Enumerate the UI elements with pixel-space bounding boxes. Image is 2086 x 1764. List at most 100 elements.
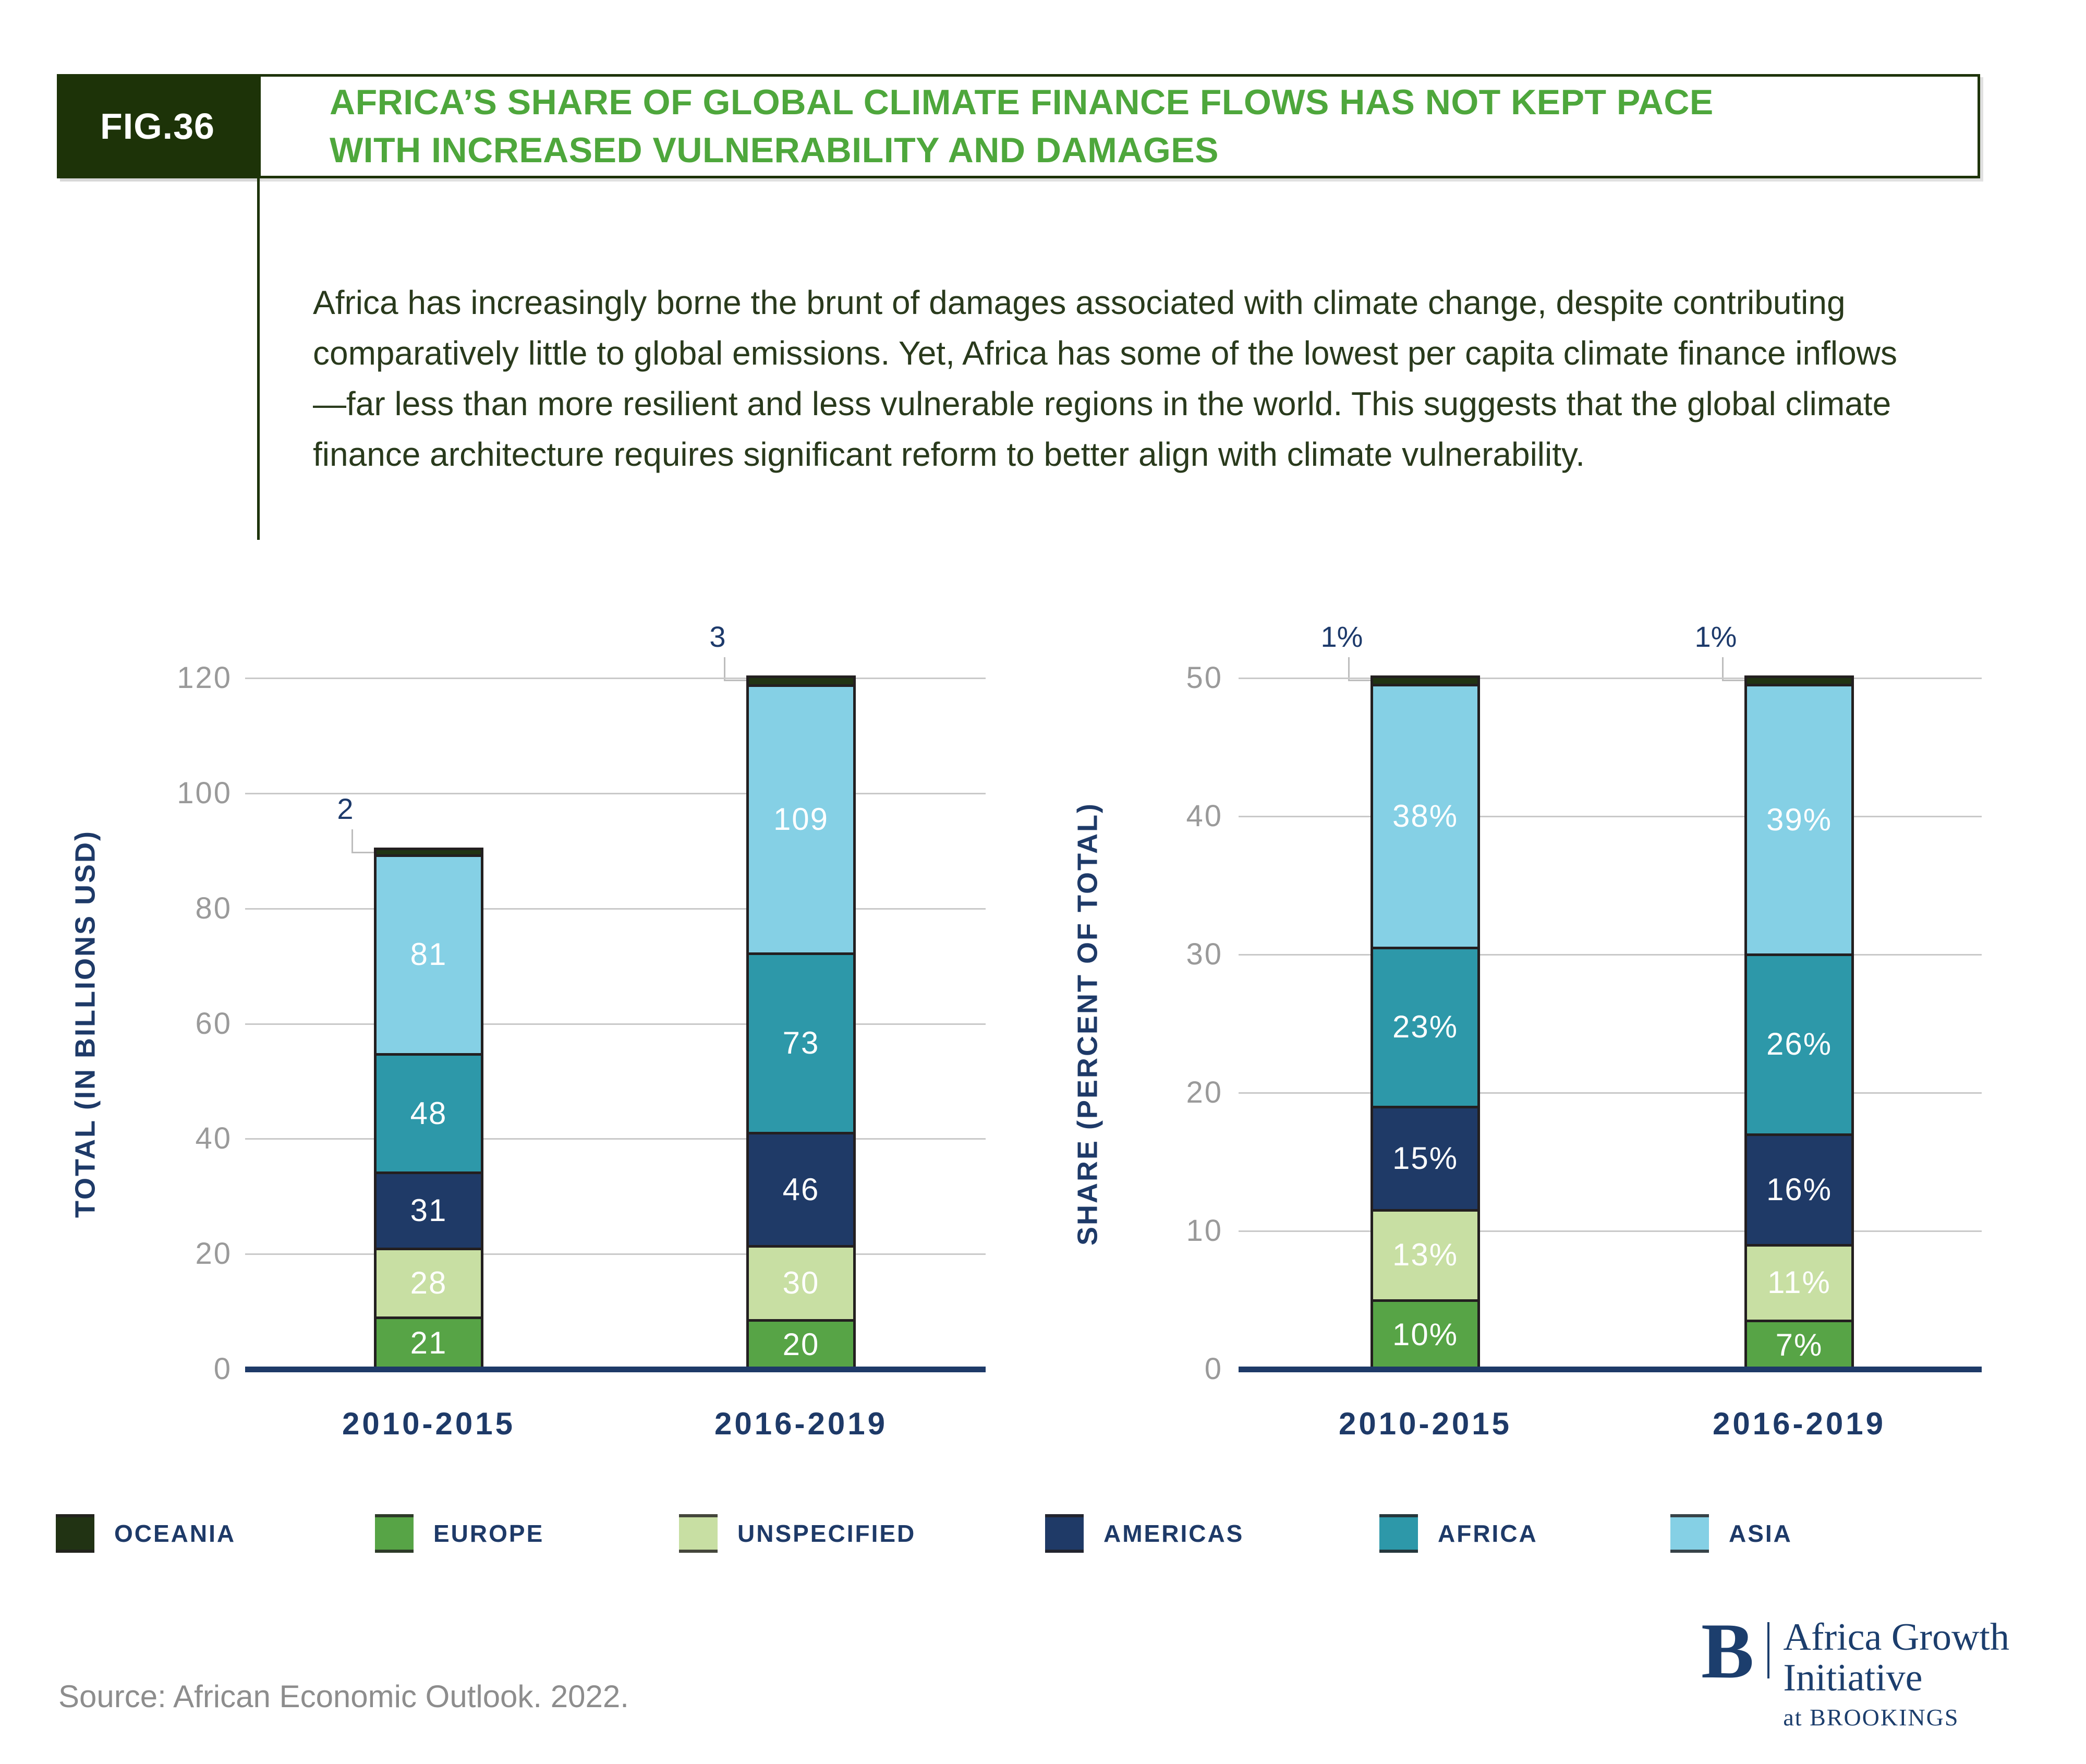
segment-divider — [1373, 1299, 1477, 1302]
legend-label-asia: ASIA — [1729, 1520, 1792, 1547]
bar-value-label: 11% — [1767, 1265, 1831, 1300]
bar-value-label: 81 — [410, 937, 447, 972]
segment-divider — [1747, 684, 1851, 687]
segment-divider — [377, 1247, 481, 1250]
callout-label: 3 — [709, 620, 726, 653]
x-category-label: 2016-2019 — [1713, 1406, 1886, 1441]
bar-segment-asia — [749, 685, 853, 954]
bar-value-label: 10% — [1392, 1316, 1459, 1352]
y-axis-title: TOTAL (IN BILLIONS USD) — [69, 829, 101, 1218]
legend-label-africa: AFRICA — [1438, 1520, 1538, 1547]
bar-value-label: 46 — [782, 1171, 820, 1207]
segment-divider — [749, 684, 853, 687]
logo-tagline: at BROOKINGS — [1783, 1704, 1959, 1731]
bar-value-label: 31 — [410, 1192, 447, 1228]
legend-label-unspecified: UNSPECIFIED — [737, 1520, 916, 1547]
bar-segment-asia — [1373, 685, 1477, 948]
bar-value-label: 7% — [1775, 1327, 1823, 1362]
bar-segment-oceania — [377, 850, 481, 855]
y-tick-label: 80 — [195, 891, 232, 925]
bar-segment-europe — [1747, 1321, 1851, 1369]
figure-title-line-2: WITH INCREASED VULNERABILITY AND DAMAGES — [330, 130, 1219, 170]
bar-value-label: 28 — [410, 1265, 447, 1300]
y-tick-label: 40 — [195, 1121, 232, 1156]
segment-divider — [377, 1171, 481, 1174]
bar-segment-americas — [1373, 1106, 1477, 1211]
bar-value-label: 39% — [1766, 802, 1833, 837]
bar-value-label: 38% — [1392, 799, 1459, 833]
callout-connector — [1348, 657, 1350, 681]
callout-label: 1% — [1694, 620, 1737, 653]
segment-divider — [377, 854, 481, 857]
bar-segment-oceania — [1373, 678, 1477, 685]
callout-label: 1% — [1320, 620, 1363, 653]
segment-divider — [1373, 1105, 1477, 1108]
callout-label: 2 — [337, 792, 354, 826]
segment-divider — [749, 1245, 853, 1248]
x-category-label: 2010-2015 — [1339, 1406, 1512, 1441]
gridline — [1239, 1230, 1982, 1232]
y-tick-label: 120 — [177, 661, 232, 695]
gridline — [245, 678, 986, 679]
logo-name-line-1: Africa Growth — [1783, 1616, 2009, 1659]
bar-value-label: 73 — [782, 1025, 820, 1061]
bar-segment-americas — [749, 1133, 853, 1247]
segment-divider — [1747, 1320, 1851, 1323]
bar-value-label: 20 — [782, 1326, 820, 1362]
bar-value-label: 30 — [782, 1265, 820, 1300]
gridline — [245, 1138, 986, 1140]
figure-title-box: AFRICA’S SHARE OF GLOBAL CLIMATE FINANCE… — [258, 74, 1980, 178]
y-tick-label: 10 — [1186, 1214, 1223, 1248]
bar-segment-europe — [1373, 1300, 1477, 1369]
x-category-label: 2010-2015 — [342, 1406, 515, 1441]
legend-swatch-asia — [1670, 1514, 1709, 1553]
gridline — [245, 1253, 986, 1255]
legend-label-americas: AMERICAS — [1103, 1520, 1244, 1547]
segment-divider — [1747, 953, 1851, 956]
bar-value-label: 15% — [1392, 1140, 1459, 1176]
y-axis-title: SHARE (PERCENT OF TOTAL) — [1072, 802, 1103, 1246]
figure-title-line-1: AFRICA’S SHARE OF GLOBAL CLIMATE FINANCE… — [330, 82, 1714, 122]
y-tick-label: 0 — [213, 1352, 232, 1386]
x-axis-baseline — [245, 1367, 986, 1372]
y-tick-label: 30 — [1186, 937, 1223, 971]
bar-segment-americas — [1747, 1134, 1851, 1245]
bar-segment-oceania — [749, 678, 853, 686]
bar-value-label: 13% — [1392, 1237, 1459, 1273]
gridline — [245, 792, 986, 794]
y-tick-label: 40 — [1186, 799, 1223, 833]
source-note: Source: African Economic Outlook. 2022. — [58, 1679, 629, 1714]
segment-divider — [1373, 946, 1477, 949]
callout-connector — [351, 829, 353, 854]
figure-tag: FIG.36 — [57, 74, 258, 178]
y-tick-label: 20 — [1186, 1076, 1223, 1109]
bar-segment-unspecified — [749, 1246, 853, 1320]
legend-label-oceania: OCEANIA — [114, 1520, 236, 1547]
x-axis-baseline — [1239, 1367, 1982, 1372]
segment-divider — [377, 1316, 481, 1319]
figure-description: Africa has increasingly borne the brunt … — [313, 284, 1897, 473]
segment-divider — [377, 1053, 481, 1056]
bar-segment-unspecified — [377, 1248, 481, 1318]
callout-connector — [1722, 657, 1724, 681]
legend-swatch-africa — [1379, 1514, 1418, 1553]
legend-swatch-americas — [1045, 1514, 1084, 1553]
x-category-label: 2016-2019 — [714, 1406, 888, 1441]
segment-divider — [1747, 1243, 1851, 1247]
y-tick-label: 60 — [195, 1006, 232, 1041]
legend-label-europe: EUROPE — [433, 1520, 544, 1547]
bar-value-label: 48 — [410, 1095, 447, 1131]
callout-connector — [724, 657, 725, 681]
bar-segment-africa — [1747, 955, 1851, 1134]
gridline — [1239, 1092, 1982, 1094]
callout-connector — [351, 852, 378, 854]
bar-segment-europe — [749, 1320, 853, 1369]
bar-segment-africa — [377, 1054, 481, 1173]
bar-value-label: 21 — [410, 1325, 447, 1361]
segment-divider — [1373, 684, 1477, 687]
y-tick-label: 0 — [1204, 1352, 1223, 1386]
bar-segment-oceania — [1747, 678, 1851, 685]
y-tick-label: 100 — [177, 776, 232, 810]
vertical-rule — [257, 178, 260, 540]
